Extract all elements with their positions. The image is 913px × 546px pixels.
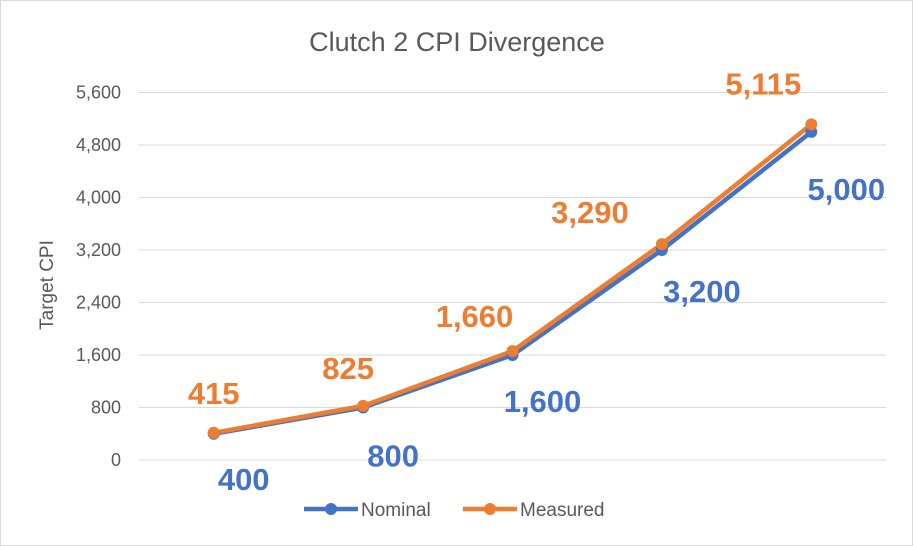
y-tick-label: 1,600	[76, 345, 121, 365]
data-point-measured	[357, 399, 370, 412]
data-label-measured: 3,290	[551, 195, 629, 230]
legend: Nominal Measured	[304, 500, 605, 521]
data-label-nominal: 3,200	[663, 274, 741, 309]
data-point-measured	[655, 238, 668, 251]
y-tick-label: 4,000	[76, 188, 121, 208]
data-label-nominal: 5,000	[808, 172, 886, 207]
legend-label-nominal: Nominal	[361, 500, 431, 521]
chart-title: Clutch 2 CPI Divergence	[309, 27, 605, 57]
y-tick-label: 2,400	[76, 293, 121, 313]
y-tick-label: 800	[91, 398, 121, 418]
data-label-measured: 5,115	[725, 66, 801, 101]
y-axis-label: Target CPI	[37, 240, 58, 330]
y-tick-label: 0	[111, 450, 121, 470]
data-label-nominal: 800	[367, 439, 419, 474]
y-tick-label: 3,200	[76, 240, 121, 260]
data-point-measured	[207, 426, 220, 439]
legend-marker-nominal	[325, 503, 337, 515]
data-label-measured: 825	[322, 351, 374, 386]
data-point-measured	[506, 345, 519, 358]
data-label-nominal: 1,600	[504, 384, 582, 419]
legend-marker-measured	[484, 503, 496, 515]
y-tick-label: 5,600	[76, 83, 121, 103]
data-label-measured: 1,660	[436, 299, 514, 334]
y-axis-ticks: 0 800 1,600 2,400 3,200 4,000 4,800 5,600	[76, 83, 121, 471]
data-point-measured	[805, 118, 818, 131]
legend-label-measured: Measured	[520, 500, 605, 521]
data-label-measured: 415	[188, 376, 240, 411]
data-label-nominal: 400	[218, 462, 270, 497]
series-points	[207, 118, 818, 440]
data-labels: 400 800 1,600 3,200 5,000 415 825 1,660 3,290 5,1…	[188, 66, 885, 496]
y-tick-label: 4,800	[76, 135, 121, 155]
